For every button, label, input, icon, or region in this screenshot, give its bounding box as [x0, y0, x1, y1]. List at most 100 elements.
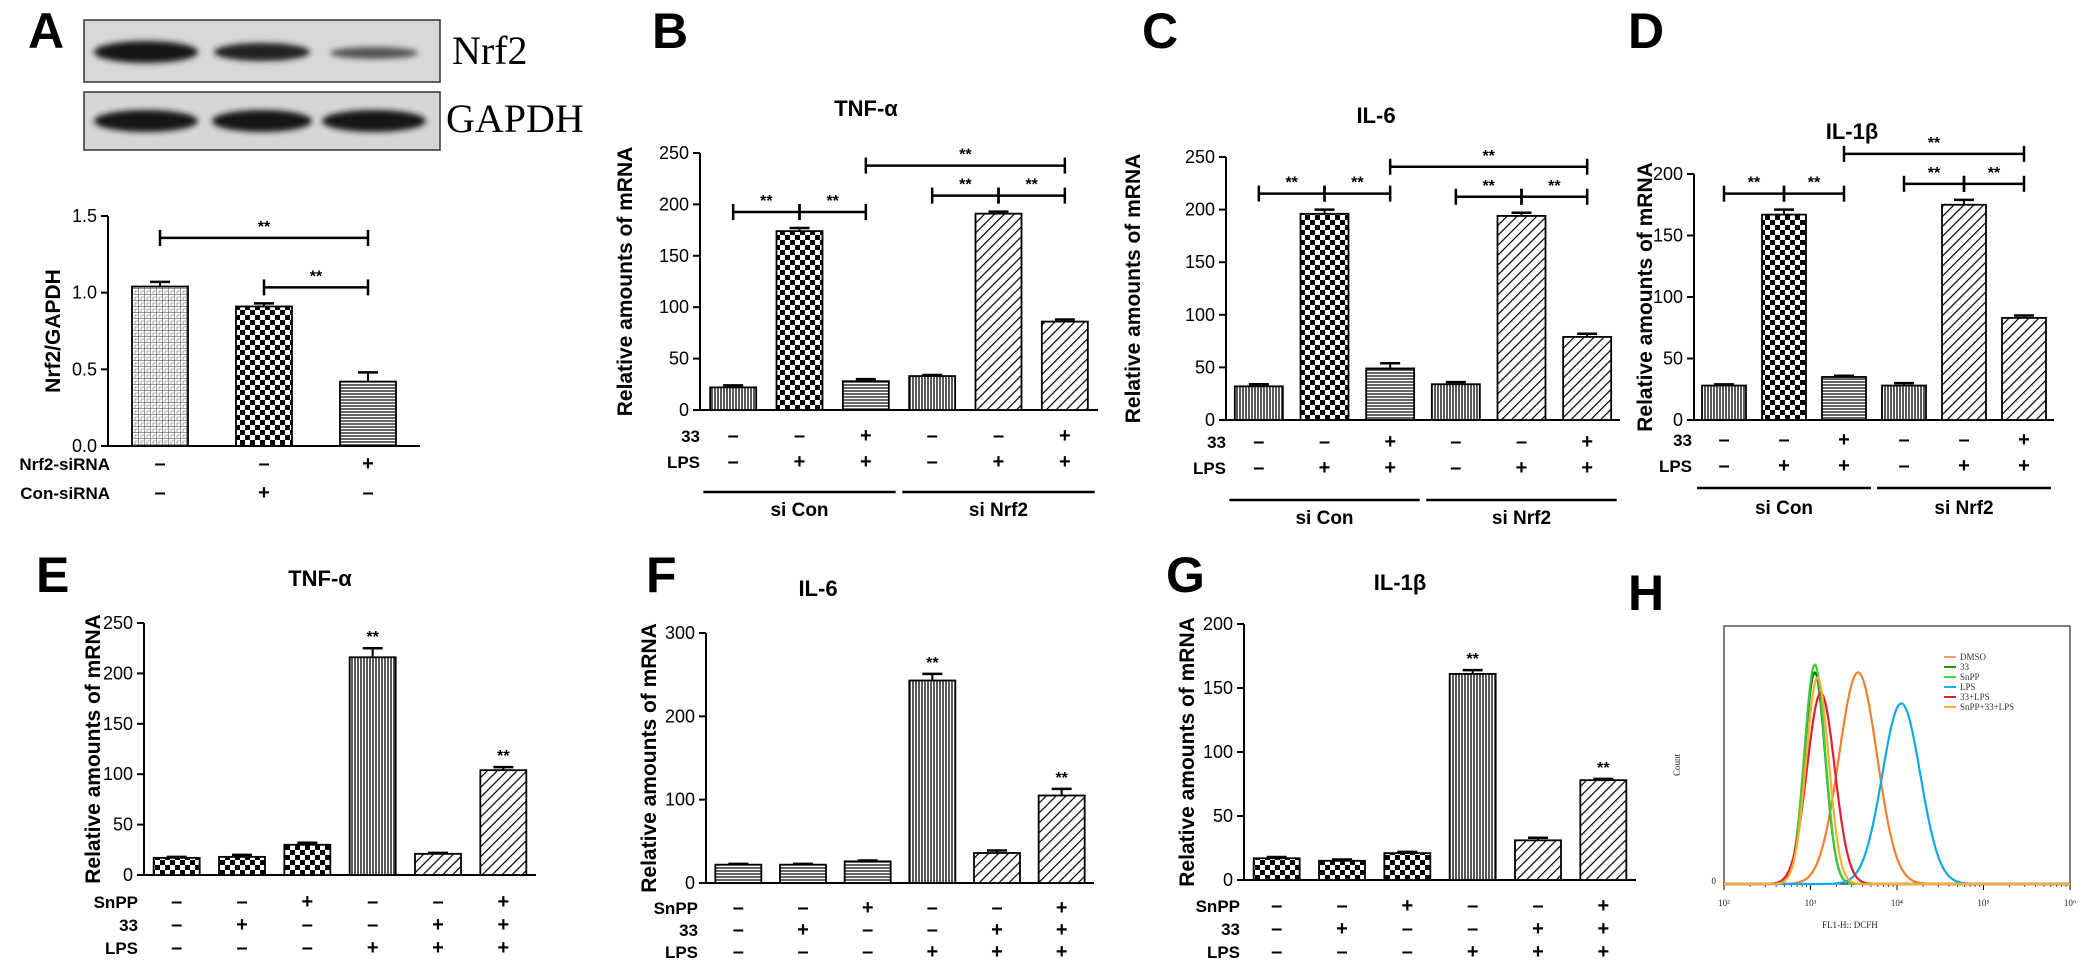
blot-band	[94, 110, 198, 132]
significance-label: **	[1988, 165, 2001, 182]
bar	[709, 386, 758, 411]
y-axis-label: Relative amounts of mRNA	[638, 623, 661, 893]
condition-sign: –	[862, 919, 873, 941]
significance-label: **	[1808, 175, 1821, 192]
condition-label: SnPP	[1196, 897, 1240, 916]
bar	[1448, 673, 1497, 881]
condition-sign: –	[733, 897, 744, 919]
condition-sign: +	[497, 891, 509, 913]
flow-curves	[1724, 663, 2070, 886]
condition-sign: –	[1253, 431, 1264, 453]
condition-sign: –	[171, 891, 182, 913]
bar	[841, 380, 890, 411]
bar	[714, 863, 763, 884]
significance-label: **	[1025, 177, 1038, 194]
condition-sign: –	[1718, 429, 1729, 451]
chart-panel-b: TNF-α Relative amounts of mRNA 0 50 100 150 20…	[614, 96, 1098, 521]
flow-curve	[1724, 676, 2070, 886]
condition-sign: –	[1450, 431, 1461, 453]
y-tick-label: 0	[123, 865, 133, 885]
condition-label: 33	[1673, 431, 1692, 450]
condition-sign: +	[432, 937, 444, 959]
bar	[479, 769, 528, 876]
condition-sign: –	[302, 937, 313, 959]
condition-sign: –	[1271, 941, 1282, 963]
condition-sign: –	[1336, 895, 1347, 917]
bar	[908, 679, 957, 884]
group-label: si Nrf2	[969, 500, 1028, 521]
significance-label: **	[366, 629, 379, 646]
chart-title: TNF-α	[288, 566, 352, 591]
condition-label: SnPP	[654, 899, 698, 918]
bar	[1383, 852, 1432, 881]
bar	[1299, 212, 1350, 421]
condition-sign: –	[154, 453, 165, 475]
bar	[1881, 384, 1927, 421]
condition-sign: –	[927, 425, 938, 447]
condition-sign: –	[1516, 431, 1527, 453]
condition-sign: +	[1581, 431, 1593, 453]
blot-label-gapdh: GAPDH	[446, 96, 584, 141]
y-tick-label: 200	[665, 706, 695, 726]
y-tick-label: 200	[1653, 164, 1683, 184]
condition-sign: +	[236, 914, 248, 936]
bar	[1761, 213, 1807, 421]
flow-y-tick-zero: 0	[1712, 876, 1717, 886]
bar	[1514, 839, 1562, 881]
bar	[1037, 794, 1086, 884]
condition-sign: –	[927, 451, 938, 473]
condition-sign: –	[927, 919, 938, 941]
y-tick-label: 200	[1185, 200, 1215, 220]
flow-x-tick-label: 10⁶	[2064, 898, 2076, 908]
y-axis-label: Relative amounts of mRNA	[82, 614, 105, 884]
bar	[974, 212, 1023, 411]
y-tick-label: 250	[659, 143, 689, 163]
condition-sign: +	[1384, 431, 1396, 453]
condition-label: 33	[1207, 433, 1226, 452]
condition-sign: –	[171, 937, 182, 959]
condition-sign: +	[1467, 941, 1479, 963]
y-tick-label: 100	[1653, 287, 1683, 307]
y-tick-label: 100	[103, 764, 133, 784]
flow-legend-label: 33	[1960, 662, 1970, 672]
condition-sign: +	[1532, 918, 1544, 940]
condition-sign: +	[1056, 919, 1068, 941]
panel-label-f: F	[646, 547, 677, 603]
condition-sign: +	[301, 891, 313, 913]
significance-label: **	[760, 193, 773, 210]
condition-sign: –	[927, 897, 938, 919]
significance-label: **	[1928, 135, 1941, 152]
condition-sign: +	[797, 919, 809, 941]
significance-label: **	[1482, 148, 1495, 165]
y-tick-label: 250	[1185, 147, 1215, 167]
chart-panel-d: IL-1β Relative amounts of mRNA 0 50 100 150 20…	[1634, 119, 2054, 519]
y-axis-label: Nrf2/GAPDH	[42, 269, 65, 393]
chart-panel-f: IL-6 Relative amounts of mRNA 0 100 200 300 **…	[638, 576, 1094, 963]
flow-y-axis-label: Count	[1672, 753, 1682, 776]
condition-sign: +	[1958, 455, 1970, 477]
y-tick-label: 200	[1203, 614, 1233, 634]
y-tick-label: 300	[665, 623, 695, 643]
bar	[1365, 367, 1416, 421]
y-tick-label: 100	[1203, 742, 1233, 762]
condition-sign: +	[860, 425, 872, 447]
bar	[1233, 385, 1284, 421]
bar	[152, 856, 201, 876]
condition-label: LPS	[1207, 943, 1240, 962]
condition-sign: –	[1467, 895, 1478, 917]
condition-sign: +	[497, 937, 509, 959]
y-tick-label: 150	[1653, 226, 1683, 246]
condition-sign: –	[1271, 918, 1282, 940]
condition-label: LPS	[667, 453, 700, 472]
condition-label: 33	[119, 916, 138, 935]
panel-label-h: H	[1628, 565, 1664, 621]
bar	[131, 285, 189, 447]
condition-sign: +	[1319, 457, 1331, 479]
significance-label: **	[1351, 175, 1364, 192]
bar	[775, 230, 824, 411]
condition-label: Nrf2-siRNA	[19, 455, 110, 474]
flow-x-tick-label: 10²	[1718, 898, 1730, 908]
significance-label: **	[1748, 175, 1761, 192]
